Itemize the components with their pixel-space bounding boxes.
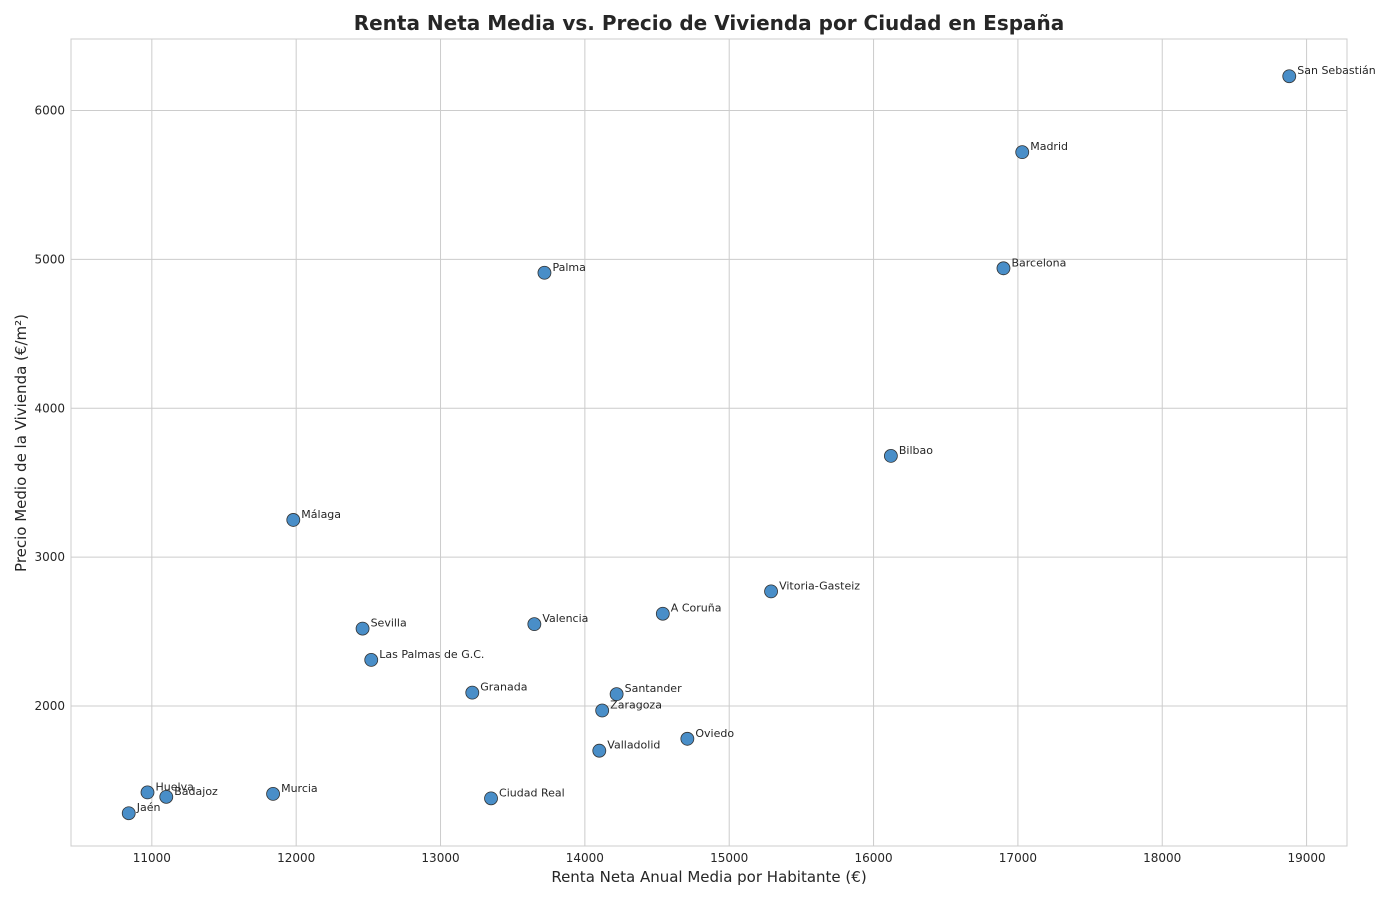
x-tick-label: 18000 <box>1143 851 1181 865</box>
point-label: Zaragoza <box>610 699 662 712</box>
x-tick-label: 11000 <box>133 851 171 865</box>
x-tick-label: 12000 <box>277 851 315 865</box>
point-label: Madrid <box>1030 140 1068 153</box>
point-label: Granada <box>480 681 527 694</box>
data-point <box>364 652 379 667</box>
point-label: Santander <box>625 682 682 695</box>
data-point <box>537 265 552 280</box>
y-ticks: 2000 3000 4000 5000 6000 <box>34 103 65 713</box>
y-tick-label: 4000 <box>34 401 65 415</box>
data-point <box>484 791 498 806</box>
data-point <box>883 449 898 463</box>
chart-title: Renta Neta Media vs. Precio de Vivienda … <box>354 11 1065 35</box>
data-point <box>609 687 624 702</box>
point-label: Málaga <box>301 508 341 521</box>
point-label: Bilbao <box>899 444 933 457</box>
data-point <box>121 806 136 821</box>
x-tick-label: 15000 <box>710 851 748 865</box>
data-point <box>680 731 695 746</box>
x-ticks: 11000 12000 13000 14000 15000 16000 17000 18000… <box>133 851 1326 865</box>
x-axis-label: Renta Neta Anual Media por Habitante (€) <box>551 868 866 886</box>
point-label: Oviedo <box>695 727 734 740</box>
point-label: Murcia <box>281 782 318 795</box>
gridlines <box>71 39 1347 846</box>
point-label: Badajoz <box>174 785 218 798</box>
data-points <box>121 69 1297 821</box>
point-label: Huelva <box>156 780 194 793</box>
data-point <box>1282 69 1297 84</box>
data-point <box>1015 145 1030 160</box>
point-label: San Sebastián <box>1297 64 1376 77</box>
x-tick-label: 14000 <box>566 851 604 865</box>
point-label: Jaén <box>136 801 161 814</box>
x-tick-label: 19000 <box>1287 851 1325 865</box>
point-label: Ciudad Real <box>499 786 565 799</box>
point-label: Palma <box>552 261 585 274</box>
y-tick-label: 6000 <box>34 103 65 117</box>
data-point <box>465 685 480 700</box>
point-label: Las Palmas de G.C. <box>379 648 484 661</box>
point-label: Vitoria-Gasteiz <box>779 579 860 592</box>
plot-frame <box>70 38 1348 847</box>
y-tick-label: 3000 <box>34 550 65 564</box>
data-point <box>140 785 155 800</box>
point-label: Barcelona <box>1011 256 1066 269</box>
y-axis-label: Precio Medio de la Vivienda (€/m²) <box>12 314 30 572</box>
x-tick-label: 17000 <box>999 851 1037 865</box>
x-tick-label: 13000 <box>421 851 459 865</box>
data-point <box>764 584 778 599</box>
point-label: Sevilla <box>371 617 407 630</box>
data-point <box>592 743 607 758</box>
data-point <box>655 606 670 621</box>
point-labels: San Sebastián Madrid Barcelona Palma Bilbao M… <box>136 64 1376 814</box>
data-point <box>527 617 542 632</box>
data-point <box>996 261 1011 276</box>
data-point <box>266 786 280 801</box>
x-tick-label: 16000 <box>854 851 892 865</box>
data-point <box>355 621 370 636</box>
y-tick-label: 5000 <box>34 252 65 266</box>
point-label: A Coruña <box>671 602 722 615</box>
y-tick-label: 2000 <box>34 699 65 713</box>
point-label: Valencia <box>542 612 588 625</box>
data-point <box>595 703 610 718</box>
point-label: Valladolid <box>607 739 660 752</box>
data-point <box>286 513 301 527</box>
data-point <box>159 789 174 804</box>
